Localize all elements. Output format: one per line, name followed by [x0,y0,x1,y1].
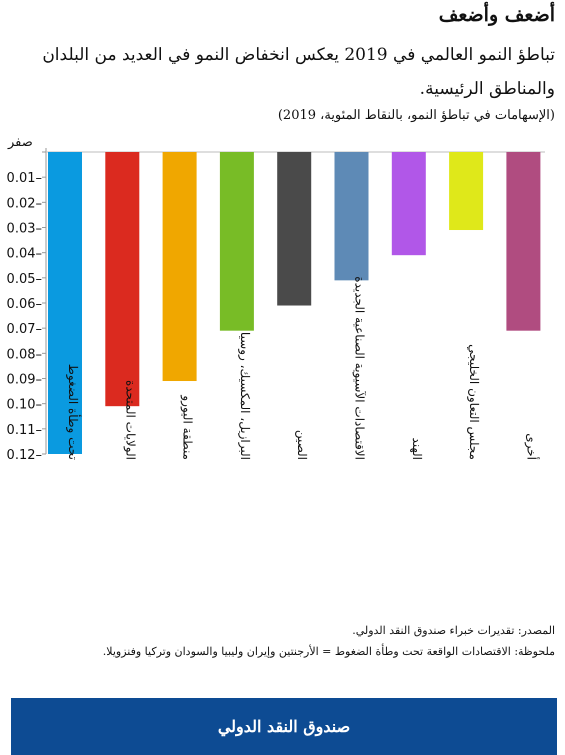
y-tick-label: 0.05– [7,272,42,287]
bar-chart: صفر 0.01– 0.02– 0.03– 0.04– 0.05– 0.06– 0.07– 0.… [7,135,545,463]
y-tick-label: 0.11– [7,423,42,438]
bar [391,152,426,256]
y-tick-label: 0.12– [7,448,42,463]
y-tick-label: 0.08– [7,347,42,362]
y-tick-label: 0.09– [7,373,42,388]
source-note: المصدر: تقديرات خبراء صندوق النقد الدولي… [352,624,555,637]
y-tick-label: 0.03– [7,222,42,237]
bar [506,152,541,331]
category-label: أخرى [524,433,539,460]
category-label: تحت وطأة الضغوط [66,364,82,460]
y-tick-label: صفر [7,135,33,150]
y-tick-label: 0.10– [7,398,42,413]
bar [162,152,197,382]
bar [277,152,312,306]
footnote: ملحوظة: الاقتصادات الواقعة تحت وطأة الضغ… [102,645,555,658]
y-tick-label: 0.01– [7,171,42,186]
y-tick-label: 0.06– [7,297,42,312]
category-label: الصين [295,430,309,460]
category-label: الهند [410,438,424,460]
units-label: (الإسهامات في تباطؤ النمو، بالنقاط المئو… [277,108,555,123]
category-label: الولايات المتحدة [123,380,137,460]
bar [334,152,369,281]
category-label: مجلس التعاون الخليجي [467,344,481,460]
bar [219,152,254,331]
category-label: البرازيل، المكسيك، روسيا [238,332,252,460]
category-labels: تحت وطأة الضغوط الولايات المتحدة منطقة الي… [66,276,539,460]
bar [449,152,484,231]
chart-title: أضعف وأضعف [438,4,555,26]
imf-banner-link[interactable]: صندوق النقد الدولي [11,698,557,755]
bar [48,152,82,454]
y-tick-label: 0.04– [7,247,42,262]
bar [105,152,140,407]
bars [48,152,541,454]
chart-subtitle: تباطؤ النمو العالمي في 2019 يعكس انخفاض … [42,45,555,99]
category-label: الاقتصادات الآسيوية الصناعية الجديدة [353,276,367,460]
y-tick-label: 0.02– [7,196,42,211]
category-label: منطقة اليورو [181,394,195,460]
y-tick-label: 0.07– [7,322,42,337]
